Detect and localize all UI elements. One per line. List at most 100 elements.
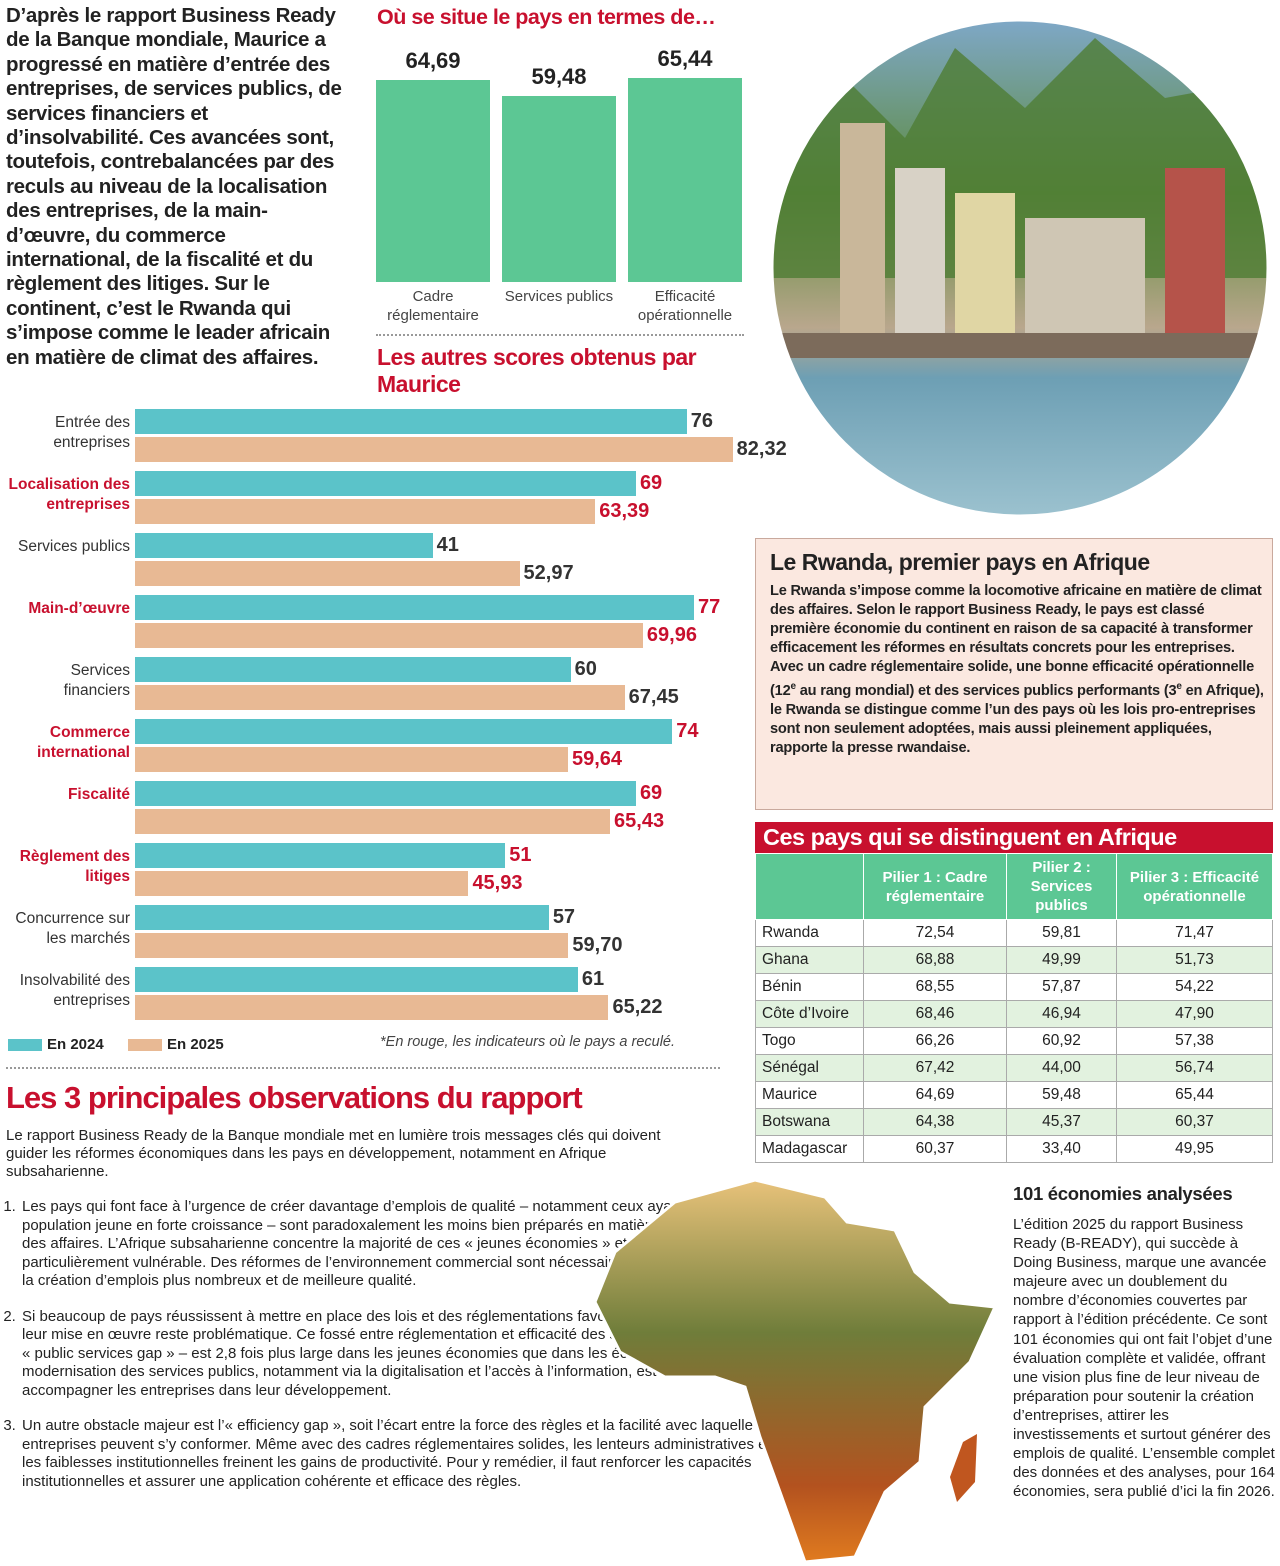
bar [502, 96, 616, 282]
table-cell: 72,54 [862, 919, 1008, 947]
category-label: Services financiers [63, 662, 130, 699]
value-label: 69 [639, 472, 663, 494]
bar [135, 409, 687, 434]
value-label: 57 [552, 906, 576, 928]
intro-text: D’après le rapport Business Ready de la … [6, 4, 342, 369]
value-label: 41 [436, 534, 459, 556]
table-row: Madagascar 60,37 33,40 49,95 [755, 1135, 1273, 1163]
observations-title: Les 3 principales observations du rappor… [6, 1080, 583, 1115]
legend-label: En 2025 [167, 1036, 224, 1053]
table-row: Ghana 68,88 49,99 51,73 [755, 946, 1273, 974]
category-label: Règlement des litiges [19, 848, 130, 885]
value-label: 69 [639, 782, 663, 804]
category-label: Services publics [18, 538, 130, 555]
table-cell: 59,48 [1006, 1081, 1118, 1109]
table-cell: 54,22 [1116, 973, 1273, 1001]
country-name: Sénégal [755, 1054, 864, 1082]
bar [135, 623, 643, 648]
table-cell: 60,37 [1116, 1108, 1273, 1136]
value-label: 60 [574, 658, 597, 680]
column-header: Pilier 1 : Cadre réglementaire [862, 853, 1008, 920]
table-cell: 68,46 [862, 1000, 1008, 1028]
legend-swatch [8, 1039, 42, 1051]
table-cell: 51,73 [1116, 946, 1273, 974]
sidebar-text: L’édition 2025 du rapport Business Ready… [1013, 1216, 1275, 1501]
table-cell: 60,37 [862, 1135, 1008, 1163]
country-name: Togo [755, 1027, 864, 1055]
table-cell: 49,95 [1116, 1135, 1273, 1163]
table-row: Rwanda 72,54 59,81 71,47 [755, 919, 1273, 947]
table-row: Côte d’Ivoire 68,46 46,94 47,90 [755, 1000, 1273, 1028]
bar [135, 595, 695, 620]
category-label: Services publics [504, 288, 614, 305]
table-cell: 45,37 [1006, 1108, 1118, 1136]
bar [135, 995, 609, 1020]
category-label: Commerce international [36, 724, 130, 761]
bar [135, 561, 520, 586]
chart-title: Les autres scores obtenus par Maurice [377, 344, 697, 397]
rwanda-box: Le Rwanda, premier pays en Afrique Le Rw… [755, 538, 1273, 810]
bar [135, 533, 433, 558]
table-cell: 33,40 [1006, 1135, 1118, 1163]
bar [135, 933, 569, 958]
value-label: 45,93 [472, 872, 523, 894]
table-cell: 68,55 [862, 973, 1008, 1001]
bar [135, 471, 636, 496]
table-body: Rwanda 72,54 59,81 71,47 Ghana 68,88 49,99 51,7… [755, 919, 1273, 1163]
bar [628, 77, 742, 282]
table-cell: 66,26 [862, 1027, 1008, 1055]
category-label: Fiscalité [67, 786, 130, 803]
value-label: 65,22 [612, 996, 663, 1018]
header-blank [755, 853, 864, 920]
country-name: Ghana [755, 946, 864, 974]
value-label: 61 [581, 968, 605, 990]
bar [135, 437, 733, 462]
table-row: Bénin 68,55 57,87 54,22 [755, 973, 1273, 1001]
bar [135, 657, 571, 682]
country-name: Madagascar [755, 1135, 864, 1163]
table-cell: 59,81 [1006, 919, 1118, 947]
country-name: Botswana [755, 1108, 864, 1136]
observations-list: Les pays qui font face à l’urgence de cr… [6, 1198, 780, 1508]
africa-map-image [593, 1178, 998, 1564]
country-name: Bénin [755, 973, 864, 1001]
value-label: 59,70 [572, 934, 623, 956]
rwanda-title: Le Rwanda, premier pays en Afrique [770, 549, 1150, 575]
table-cell: 60,92 [1006, 1027, 1118, 1055]
bar [135, 781, 636, 806]
value-label: 63,39 [599, 500, 650, 522]
table-header: Pilier 1 : Cadre réglementaire Pilier 2 :… [755, 853, 1273, 920]
table-cell: 67,42 [862, 1054, 1008, 1082]
rwanda-paragraph: Le Rwanda s’impose comme la locomotive a… [770, 582, 1264, 758]
category-label: Efficacité opérationnelle [637, 288, 733, 324]
country-table: Pilier 1 : Cadre réglementaire Pilier 2 :… [755, 853, 1273, 1163]
table-row: Botswana 64,38 45,37 60,37 [755, 1108, 1273, 1136]
value-label: 59,48 [531, 64, 587, 90]
text-segment: Le Rwanda s’impose comme la locomotive a… [770, 583, 1262, 699]
observation-item: Les pays qui font face à l’urgence de cr… [20, 1198, 780, 1291]
table-row: Sénégal 67,42 44,00 56,74 [755, 1054, 1273, 1082]
value-label: 77 [698, 596, 721, 618]
sidebar-title: 101 économies analysées [1013, 1183, 1233, 1204]
bar [376, 80, 490, 282]
text-segment: au rang mondial) et des services publics… [795, 682, 1177, 699]
value-label: 74 [676, 720, 699, 742]
photo-port-louis [770, 18, 1270, 518]
table-row: Maurice 64,69 59,48 65,44 [755, 1081, 1273, 1109]
bar [135, 809, 611, 834]
table-cell: 64,69 [862, 1081, 1008, 1109]
table-row: Togo 66,26 60,92 57,38 [755, 1027, 1273, 1055]
category-label: Main-d’œuvre [28, 600, 130, 617]
table-cell: 49,99 [1006, 946, 1118, 974]
table-cell: 47,90 [1116, 1000, 1273, 1028]
value-label: 76 [690, 410, 713, 432]
column-header: Pilier 2 : Services publics [1006, 853, 1118, 920]
table-cell: 44,00 [1006, 1054, 1118, 1082]
table-cell: 56,74 [1116, 1054, 1273, 1082]
country-name: Rwanda [755, 919, 864, 947]
superscript: e [1176, 681, 1182, 692]
category-label: Cadre réglementaire [387, 288, 479, 324]
separator [376, 334, 744, 336]
table-cell: 65,44 [1116, 1081, 1273, 1109]
